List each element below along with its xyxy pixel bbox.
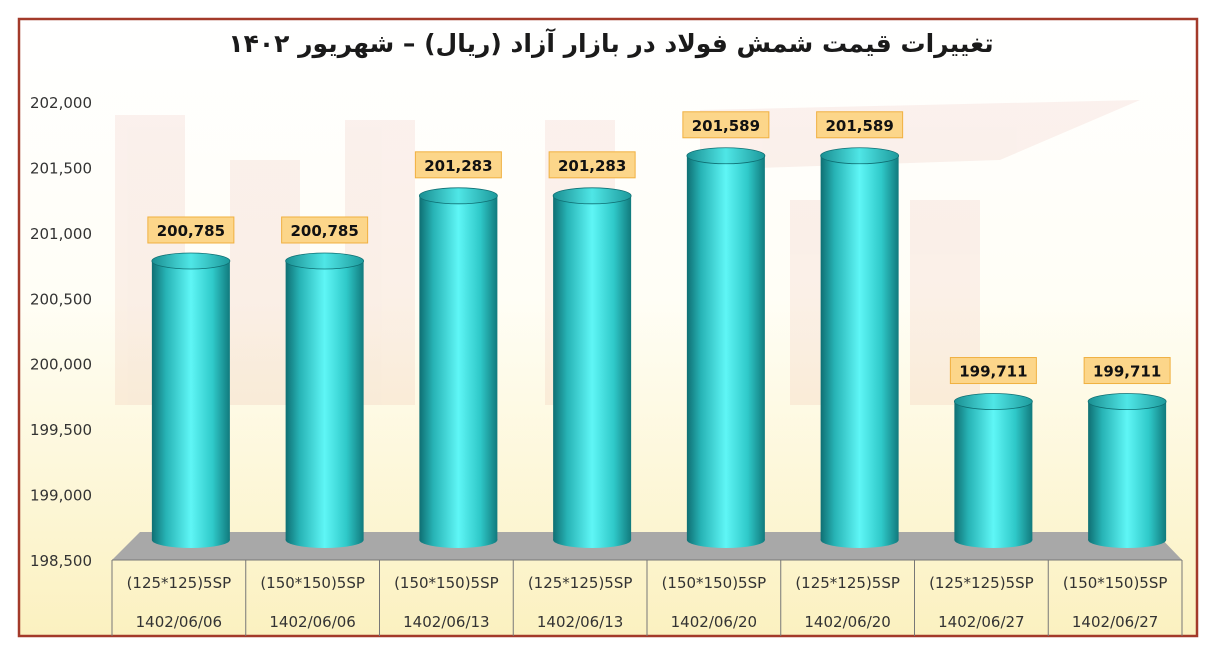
y-tick-label: 199,000 (30, 487, 92, 505)
x-tick-date: 1402/06/27 (1072, 613, 1158, 631)
bar-body (1088, 401, 1167, 540)
data-label-2: 200,785 (281, 216, 369, 244)
bar-5 (686, 147, 766, 548)
data-label-text: 199,711 (959, 363, 1027, 381)
x-tick-product: (125*125)5SP (929, 574, 1034, 592)
bar-body (820, 155, 899, 540)
bar-body (151, 260, 230, 540)
chart-floor (112, 532, 1182, 560)
data-label-text: 200,785 (157, 222, 225, 240)
y-tick-label: 200,500 (30, 290, 92, 308)
bar-3 (418, 187, 498, 548)
data-label-text: 201,283 (558, 157, 626, 175)
bar-8 (1087, 393, 1167, 548)
bar-base (151, 532, 230, 548)
y-tick-label: 201,500 (30, 159, 92, 177)
x-axis-table: (125*125)5SP 1402/06/06 (150*150)5SP 1402/0… (111, 559, 1183, 636)
bar-body (553, 195, 632, 540)
bar-body (686, 155, 765, 540)
x-tick-product: (150*150)5SP (1063, 574, 1168, 592)
data-label-5: 201,589 (682, 111, 770, 139)
data-label-1: 200,785 (147, 216, 235, 244)
x-tick-date: 1402/06/20 (671, 613, 757, 631)
data-label-box (548, 151, 636, 179)
data-label-box (682, 111, 770, 139)
data-labels: 200,785 200,785 201,283 201,283 201,589 201,5… (147, 111, 1171, 385)
bar-body (954, 401, 1033, 540)
bar-cap (285, 252, 365, 270)
data-label-box (281, 216, 369, 244)
x-tick-date: 1402/06/13 (403, 613, 489, 631)
data-label-3: 201,283 (414, 151, 502, 179)
x-tick-date: 1402/06/06 (269, 613, 355, 631)
bar-body (419, 195, 498, 540)
bar-cap (552, 187, 632, 205)
data-label-6: 201,589 (816, 111, 904, 139)
x-tick-product: (150*150)5SP (394, 574, 499, 592)
bar-base (419, 532, 498, 548)
bar-base (820, 532, 899, 548)
data-label-4: 201,283 (548, 151, 636, 179)
bar-series (151, 147, 1167, 548)
bar-7 (953, 393, 1033, 548)
data-label-text: 201,283 (424, 157, 492, 175)
bar-2 (285, 252, 365, 548)
y-tick-label: 199,500 (30, 421, 92, 439)
data-label-7: 199,711 (949, 357, 1037, 385)
x-tick-date: 1402/06/13 (537, 613, 623, 631)
bar-cap (418, 187, 498, 205)
bar-base (553, 532, 632, 548)
bar-6 (820, 147, 900, 548)
x-tick-product: (150*150)5SP (662, 574, 767, 592)
bar-cap (953, 393, 1033, 410)
data-label-8: 199,711 (1083, 357, 1171, 385)
bar-1 (151, 252, 231, 548)
bar-4 (552, 187, 632, 548)
y-tick-label: 201,000 (30, 225, 92, 243)
bar-cap (151, 252, 231, 270)
bar-base (285, 532, 364, 548)
x-tick-date: 1402/06/20 (804, 613, 890, 631)
data-label-box (949, 357, 1037, 385)
data-label-text: 199,711 (1093, 363, 1161, 381)
y-tick-label: 200,000 (30, 356, 92, 374)
data-label-text: 201,589 (825, 117, 893, 135)
y-axis: 198,500 199,000 199,500 200,000 200,500 201,0… (30, 94, 92, 570)
y-tick-label: 202,000 (30, 94, 92, 112)
data-label-text: 201,589 (692, 117, 760, 135)
x-tick-product: (125*125)5SP (795, 574, 900, 592)
y-tick-label: 198,500 (30, 552, 92, 570)
bar-cap (686, 147, 766, 165)
bar-base (1088, 532, 1167, 548)
data-label-box (1083, 357, 1171, 385)
bar-cap (1087, 393, 1167, 410)
x-tick-product: (125*125)5SP (528, 574, 633, 592)
data-label-text: 200,785 (290, 222, 358, 240)
bar-base (954, 532, 1033, 548)
bar-cap (820, 147, 900, 165)
x-tick-product: (150*150)5SP (260, 574, 365, 592)
chart-title: تغییرات قیمت شمش فولاد در بازار آزاد (ری… (228, 28, 993, 59)
bar-body (285, 260, 364, 540)
data-label-box (414, 151, 502, 179)
bar-base (686, 532, 765, 548)
data-label-box (816, 111, 904, 139)
x-tick-product: (125*125)5SP (127, 574, 232, 592)
x-tick-date: 1402/06/06 (136, 613, 222, 631)
x-tick-date: 1402/06/27 (938, 613, 1024, 631)
data-label-box (147, 216, 235, 244)
